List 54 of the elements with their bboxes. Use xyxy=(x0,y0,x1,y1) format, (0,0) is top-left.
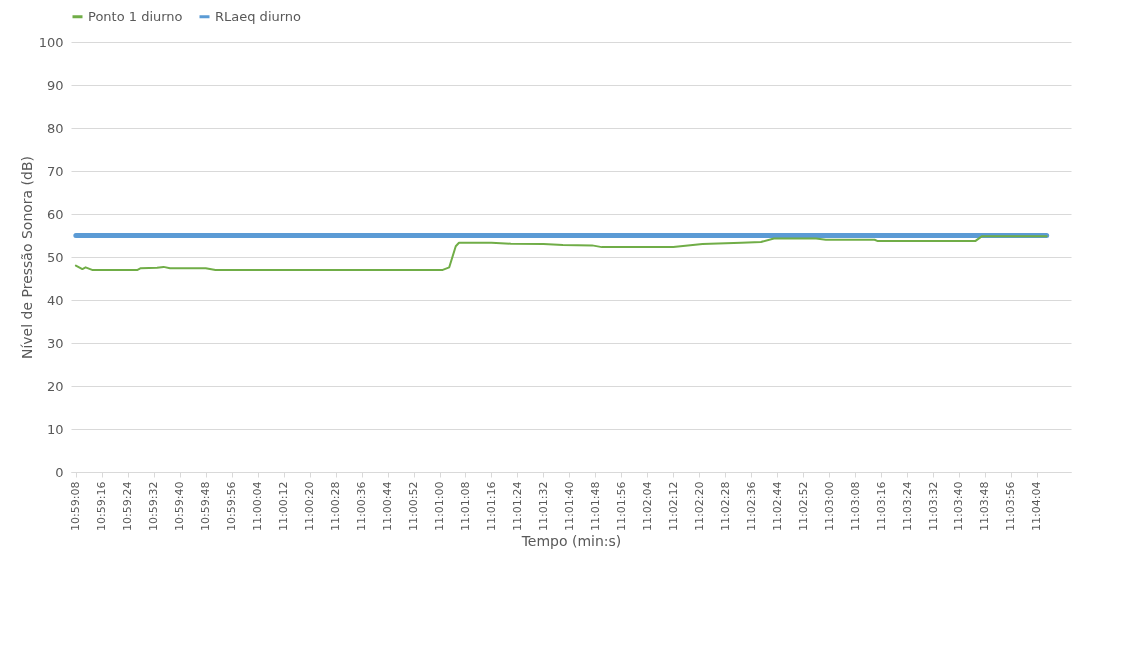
x-tick-label: 11:02:28 xyxy=(718,481,732,531)
x-tick-label: 10:59:24 xyxy=(121,481,135,531)
x-tick-label: 11:03:08 xyxy=(848,481,862,531)
x-tick-label: 11:03:00 xyxy=(822,481,836,531)
x-tick-label: 11:00:36 xyxy=(355,481,369,531)
x-tick-label: 11:00:12 xyxy=(277,481,291,531)
y-tick-label: 60 xyxy=(46,206,64,222)
x-tick-label: 11:02:52 xyxy=(796,481,810,531)
y-tick-label: 70 xyxy=(46,163,64,179)
x-tick-label: 11:04:04 xyxy=(1030,481,1044,531)
x-tick-label: 11:01:00 xyxy=(433,481,447,531)
x-tick-label: 11:03:24 xyxy=(900,481,914,531)
y-tick-label: 90 xyxy=(46,77,64,93)
x-tick-label: 11:01:32 xyxy=(536,481,550,531)
x-tick-label: 11:01:40 xyxy=(562,481,576,531)
x-tick-label: 10:59:16 xyxy=(95,481,109,531)
x-tick-label: 11:02:12 xyxy=(666,481,680,531)
x-axis-title: Tempo (min:s) xyxy=(520,532,622,549)
x-tick-label: 11:00:20 xyxy=(303,481,317,531)
x-tick-label: 11:03:48 xyxy=(978,481,992,531)
x-tick-label: 11:03:16 xyxy=(874,481,888,531)
y-tick-label: 0 xyxy=(55,464,64,480)
x-tick-label: 11:01:08 xyxy=(458,481,472,531)
x-tick-label: 11:01:48 xyxy=(588,481,602,531)
x-tick-label: 10:59:56 xyxy=(225,481,239,531)
x-tick-label: 11:03:40 xyxy=(952,481,966,531)
x-tick-label: 11:02:36 xyxy=(744,481,758,531)
y-tick-label: 100 xyxy=(38,34,64,50)
y-tick-label: 30 xyxy=(46,335,64,351)
x-tick-label: 11:00:52 xyxy=(407,481,421,531)
x-tick-label: 11:02:04 xyxy=(640,481,654,531)
y-tick-label: 80 xyxy=(46,120,64,136)
x-tick-label: 11:02:44 xyxy=(770,481,784,531)
y-tick-label: 20 xyxy=(46,378,64,394)
x-tick-label: 11:01:24 xyxy=(510,481,524,531)
y-axis-title: Nível de Pressão Sonora (dB) xyxy=(18,155,35,360)
x-tick-label: 10:59:32 xyxy=(147,481,161,531)
x-tick-label: 11:01:56 xyxy=(614,481,628,531)
x-tick-label: 11:00:28 xyxy=(329,481,343,531)
x-tick-label: 11:02:20 xyxy=(692,481,706,531)
legend-label: Ponto 1 diurno xyxy=(88,8,183,24)
x-tick-label: 10:59:48 xyxy=(199,481,213,531)
x-tick-label: 10:59:08 xyxy=(69,481,83,531)
x-tick-label: 11:01:16 xyxy=(484,481,498,531)
y-tick-label: 50 xyxy=(46,249,64,265)
y-tick-label: 40 xyxy=(46,292,64,308)
line-series xyxy=(74,235,1048,271)
x-tick-label: 11:00:04 xyxy=(251,481,265,531)
y-tick-label: 10 xyxy=(46,421,64,437)
x-tick-label: 11:00:44 xyxy=(381,481,395,531)
x-tick-label: 10:59:40 xyxy=(173,481,187,531)
x-tick-label: 11:03:56 xyxy=(1004,481,1018,531)
x-tick-label: 11:03:32 xyxy=(926,481,940,531)
legend-label: RLaeq diurno xyxy=(215,8,302,24)
